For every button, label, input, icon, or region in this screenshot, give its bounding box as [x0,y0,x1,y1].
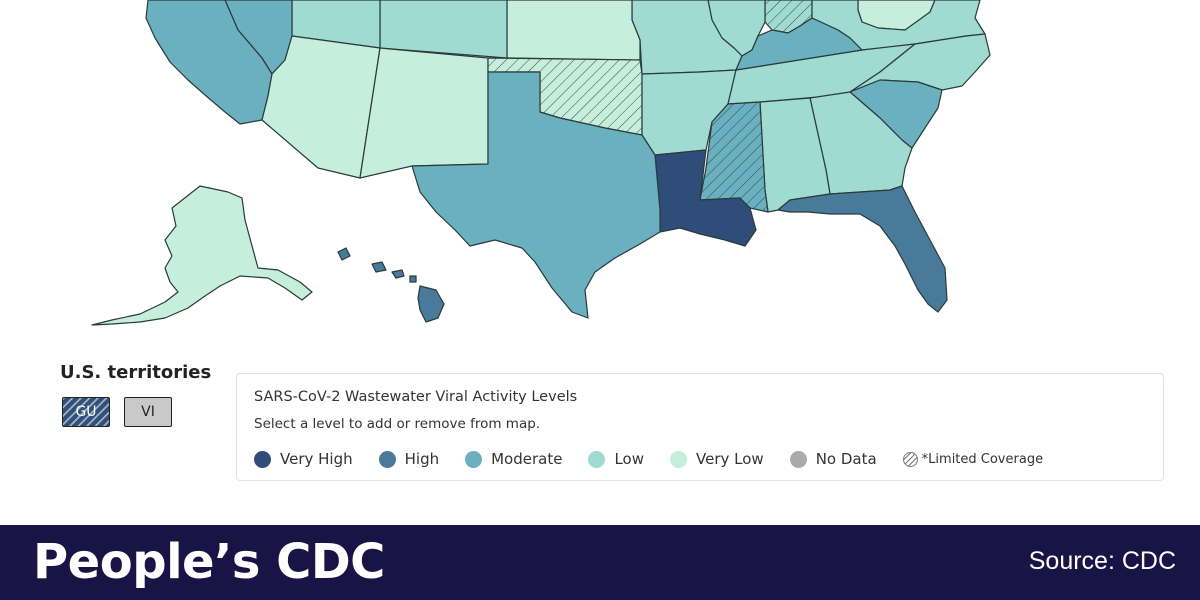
very-high-swatch-icon [254,450,271,468]
state-new-mexico[interactable] [359,47,489,179]
legend-label: Very Low [696,450,764,468]
legend-item-limited-coverage: *Limited Coverage [902,451,1044,467]
legend-item-very-high[interactable]: Very High [254,450,353,468]
legend-label: *Limited Coverage [921,451,1044,467]
legend-item-no-data[interactable]: No Data [789,450,877,468]
legend-label: High [404,450,440,468]
us-map [91,0,991,326]
state-texas[interactable] [411,71,661,319]
legend-item-very-low[interactable]: Very Low [670,450,764,468]
very-low-swatch-icon [670,450,687,468]
legend-label: No Data [815,450,877,468]
legend-item-high[interactable]: High [378,450,440,468]
state-alaska[interactable] [91,185,313,326]
legend-hint: Select a level to add or remove from map… [254,416,541,432]
legend-label: Moderate [491,450,563,468]
brand-logo-text: People’s CDC [33,534,385,590]
territories-title: U.S. territories [60,362,212,383]
state-california[interactable] [145,0,273,125]
low-swatch-icon [588,450,606,468]
state-north-carolina[interactable] [849,33,991,93]
legend-panel: SARS-CoV-2 Wastewater Viral Activity Lev… [236,373,1164,481]
legend-label: Very High [280,450,353,468]
territory-button-vi[interactable]: VI [124,397,172,427]
footer-banner: People’s CDC Source: CDC [0,525,1200,600]
legend-label: Low [614,450,644,468]
moderate-swatch-icon [465,450,483,468]
state-kansas[interactable] [506,0,641,61]
hatch-icon [902,451,918,467]
no-data-swatch-icon [789,450,807,468]
territory-button-gu[interactable]: GU [62,397,110,427]
source-credit: Source: CDC [1028,547,1176,575]
legend-items: Very High High Moderate Low Very Low No … [254,450,1043,468]
legend-item-moderate[interactable]: Moderate [465,450,562,468]
legend-item-low[interactable]: Low [588,450,644,468]
legend-title: SARS-CoV-2 Wastewater Viral Activity Lev… [254,389,578,405]
state-kentucky[interactable] [735,17,863,71]
state-hawaii[interactable] [337,247,445,323]
state-florida[interactable] [777,185,948,313]
high-swatch-icon [378,450,396,468]
